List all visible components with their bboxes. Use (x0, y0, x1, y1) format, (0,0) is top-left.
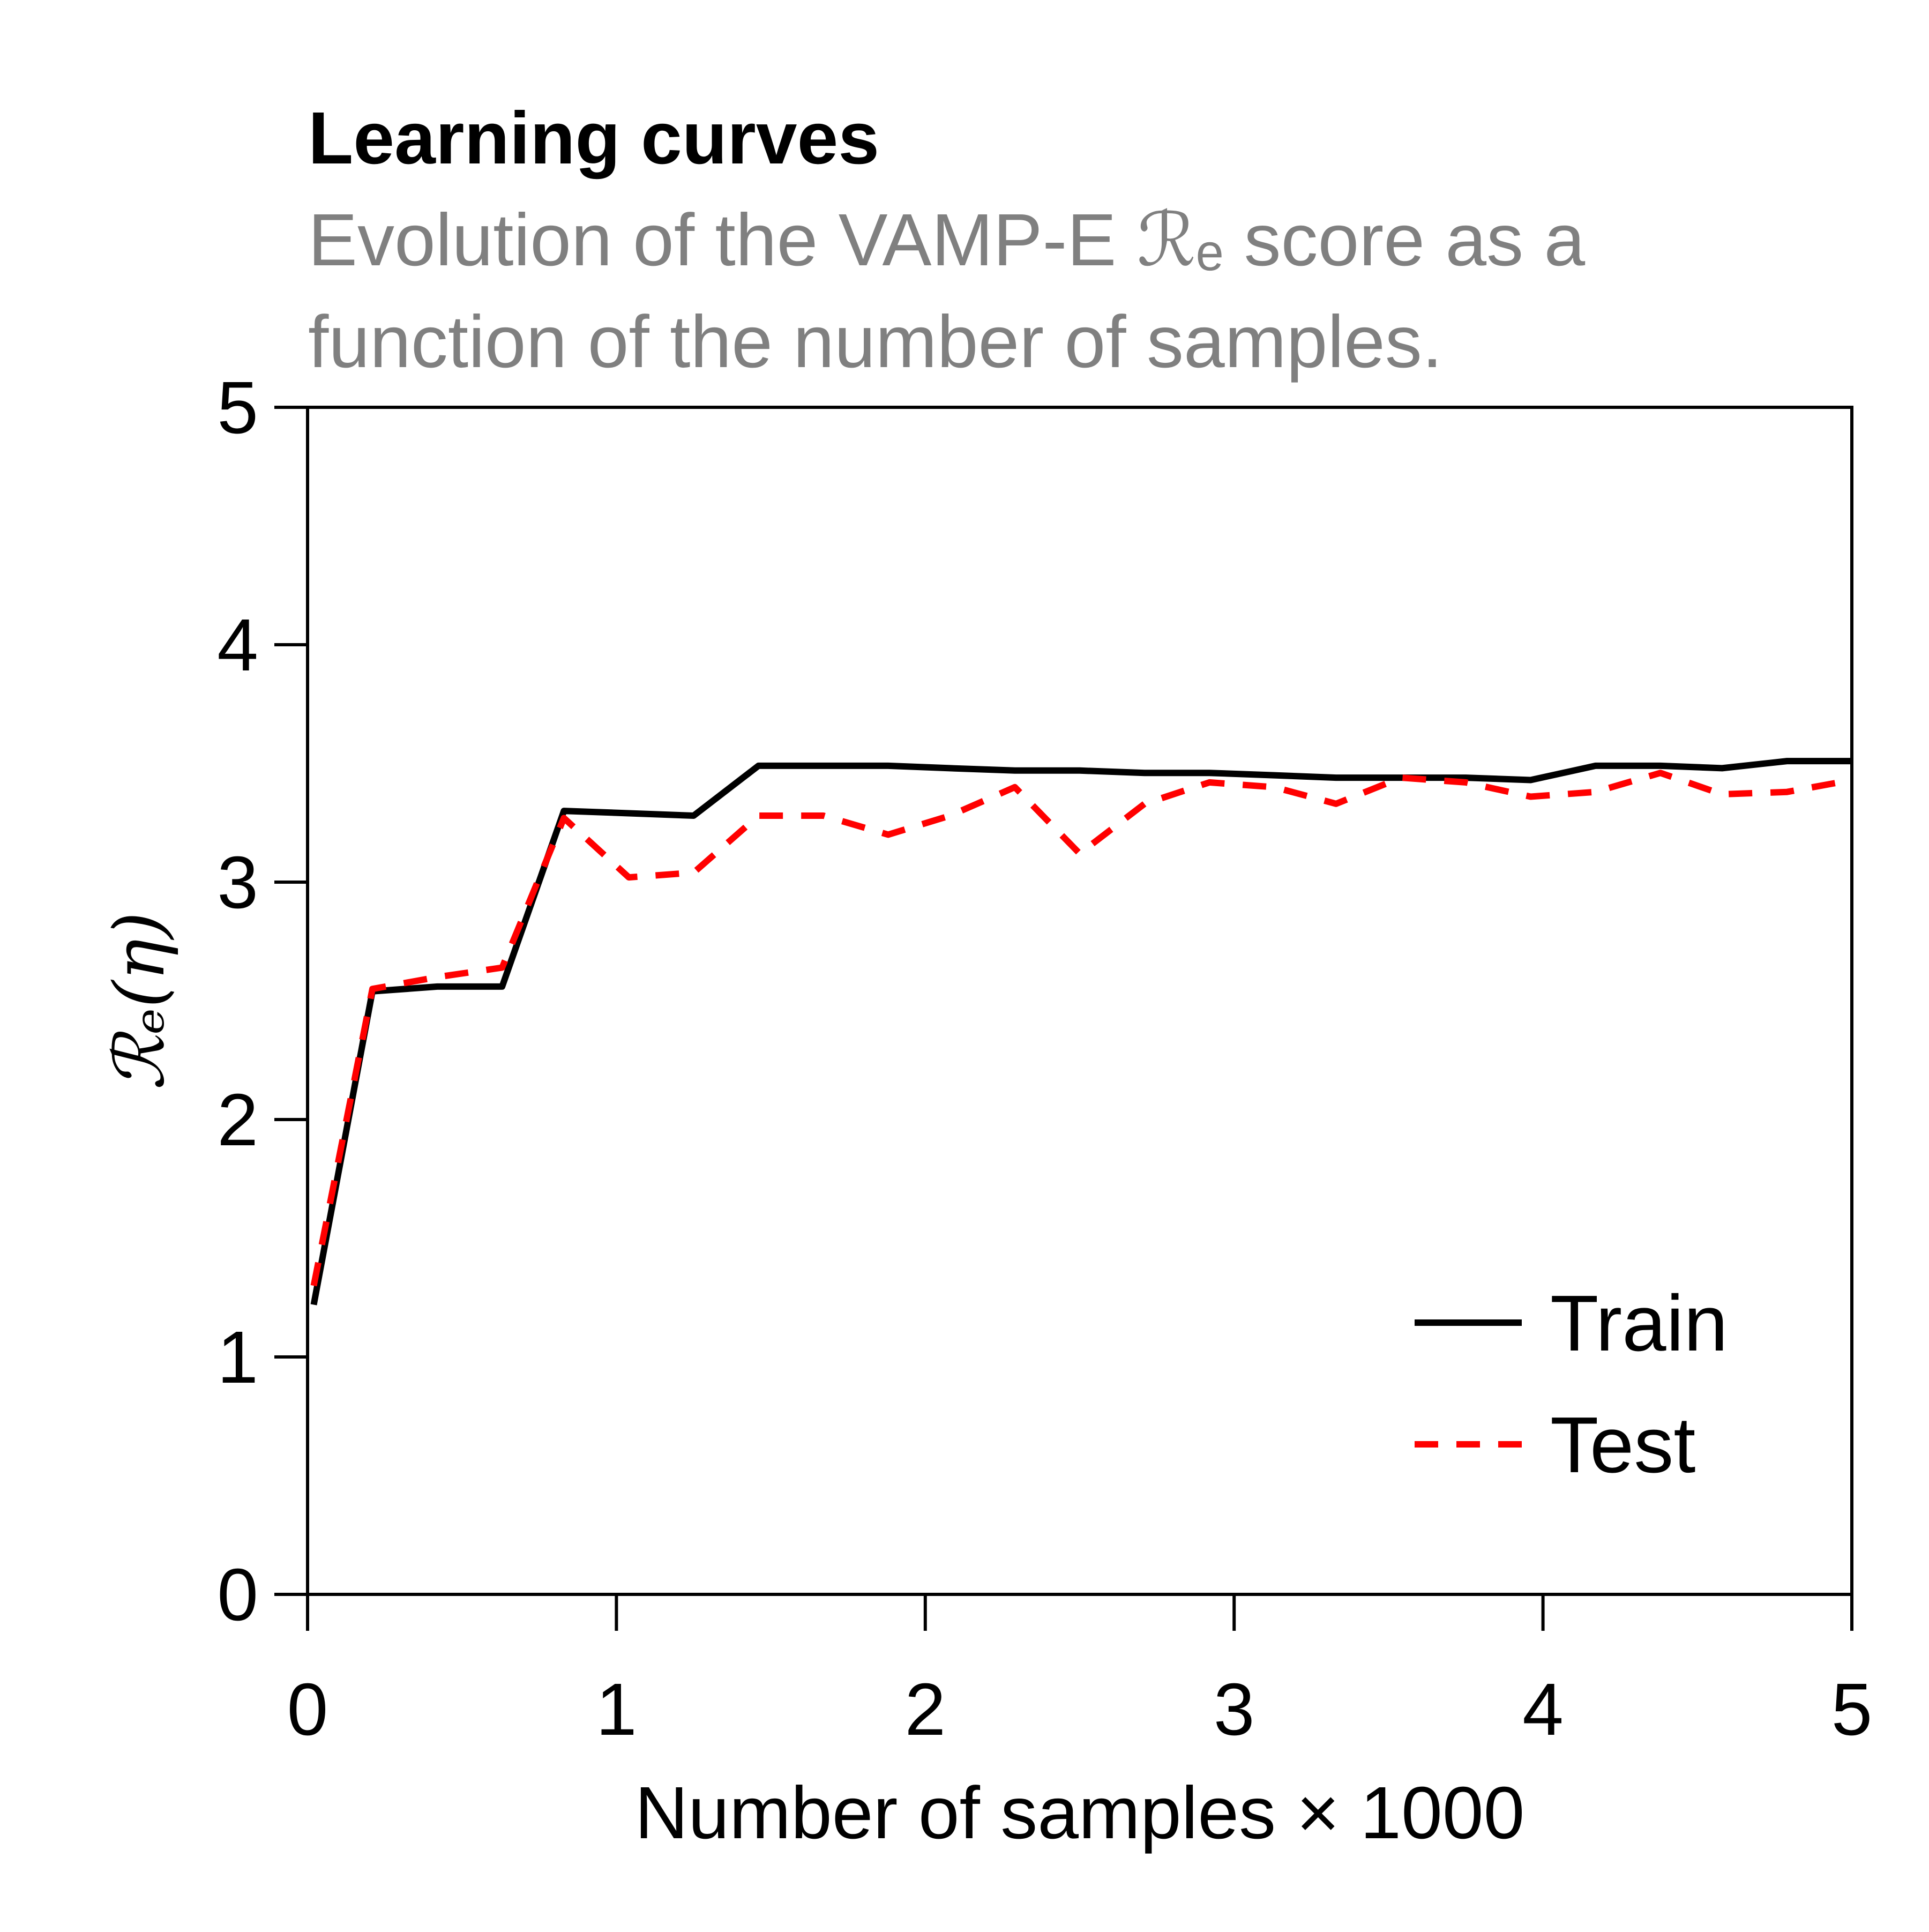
series-line-test (310, 770, 1853, 1287)
chart-subtitle-line-1: Evolution of the VAMP-E ℛₑ score as a (308, 199, 1585, 281)
legend-label-test: Test (1550, 1401, 1695, 1489)
y-tick-label: 4 (217, 604, 258, 687)
y-axis-label: ℛₑ(η) (99, 912, 180, 1090)
x-tick-label: 1 (596, 1668, 637, 1751)
x-axis-label: Number of samples × 1000 (635, 1772, 1525, 1854)
y-tick-label: 5 (217, 367, 258, 449)
legend: Train Test (1415, 1279, 1728, 1489)
y-tick-label: 0 (217, 1554, 258, 1636)
chart-subtitle-line-2: function of the number of samples. (308, 301, 1442, 383)
legend-label-train: Train (1550, 1279, 1728, 1368)
x-tick-label: 5 (1831, 1668, 1873, 1751)
y-axis-ticks: 0 1 2 3 4 5 (217, 367, 308, 1636)
x-tick-label: 0 (287, 1668, 328, 1751)
chart-title: Learning curves (308, 97, 879, 180)
y-tick-label: 3 (217, 841, 258, 924)
series-layer (310, 758, 1853, 1306)
plot-frame (306, 406, 1853, 1596)
x-tick-label: 4 (1522, 1668, 1564, 1751)
x-axis-ticks: 0 1 2 3 4 5 (287, 1594, 1873, 1751)
y-tick-label: 2 (217, 1079, 258, 1161)
y-tick-label: 1 (217, 1316, 258, 1399)
x-tick-label: 2 (904, 1668, 946, 1751)
x-tick-label: 3 (1214, 1668, 1255, 1751)
series-line-train (310, 758, 1852, 1306)
